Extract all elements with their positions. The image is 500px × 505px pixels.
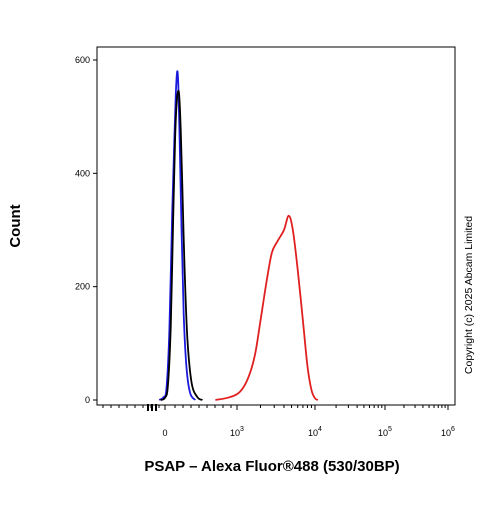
y-axis-title: Count bbox=[7, 204, 24, 247]
y-tick-label: 0 bbox=[85, 395, 90, 405]
copyright-text: Copyright (c) 2025 Abcam Limited bbox=[463, 216, 475, 374]
x-tick-label: 103 bbox=[230, 426, 244, 438]
x-tick-label: 106 bbox=[441, 426, 455, 438]
series-line-2 bbox=[160, 90, 203, 401]
x-tick-label: 0 bbox=[162, 428, 167, 438]
x-axis-ticks: 0 103 104 105 106 bbox=[162, 405, 455, 438]
x-tick-label: 105 bbox=[378, 426, 392, 438]
series-line-1 bbox=[158, 70, 196, 401]
plot-frame bbox=[96, 46, 456, 406]
y-axis-ticks: 0 200 400 600 bbox=[75, 55, 97, 405]
x-axis-minor-ticks bbox=[102, 404, 446, 411]
y-tick-label: 200 bbox=[75, 282, 90, 292]
y-tick-label: 400 bbox=[75, 168, 90, 178]
series-layer bbox=[158, 70, 319, 401]
x-tick-label: 104 bbox=[308, 426, 322, 438]
series-line-3 bbox=[215, 214, 319, 401]
x-axis-title: PSAP – Alexa Fluor®488 (530/30BP) bbox=[144, 458, 399, 475]
y-tick-label: 600 bbox=[75, 55, 90, 65]
